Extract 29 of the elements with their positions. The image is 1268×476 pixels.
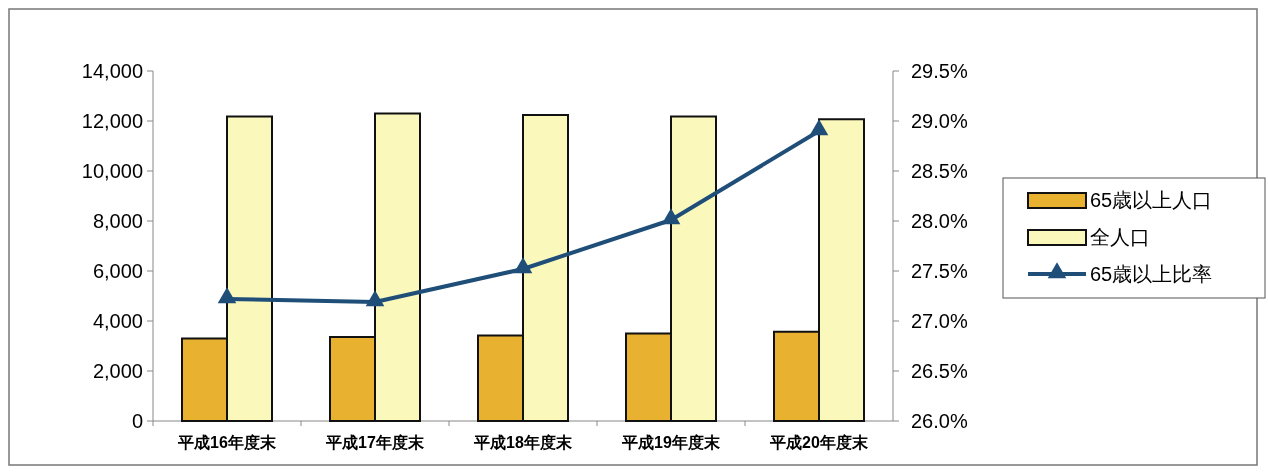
y2-tick-label: 26.5%	[911, 360, 968, 382]
y-tick-label: 6,000	[92, 260, 143, 282]
point	[365, 290, 385, 307]
y-tick-label: 0	[131, 410, 143, 432]
point	[217, 287, 237, 304]
legend-label: 65歳以上人口	[1090, 189, 1213, 212]
x-tick-label: 平成20年度末	[769, 433, 869, 451]
y-tick-label: 8,000	[92, 210, 143, 232]
x-tick-label: 平成18年度末	[473, 433, 573, 451]
point	[661, 208, 681, 225]
point	[513, 257, 533, 274]
y2-tick-label: 28.5%	[911, 160, 968, 182]
y2-tick-label: 29.5%	[911, 60, 968, 82]
point	[809, 119, 829, 136]
y2-tick-label: 29.0%	[911, 110, 968, 132]
x-tick-label: 平成19年度末	[621, 433, 721, 451]
x-tick-label: 平成16年度末	[177, 433, 277, 451]
y-tick-label: 12,000	[81, 110, 143, 132]
legend-label: 65歳以上比率	[1090, 263, 1213, 286]
y2-tick-label: 27.0%	[911, 310, 968, 332]
y2-tick-label: 28.0%	[911, 210, 968, 232]
y-tick-label: 4,000	[92, 310, 143, 332]
y2-tick-label: 26.0%	[911, 410, 968, 432]
y2-tick-label: 27.5%	[911, 260, 968, 282]
legend-label: 全人口	[1090, 226, 1150, 249]
y-tick-label: 10,000	[81, 160, 143, 182]
x-tick-label: 平成17年度末	[325, 433, 425, 451]
y-tick-label: 2,000	[92, 360, 143, 382]
y-tick-label: 14,000	[81, 60, 143, 82]
